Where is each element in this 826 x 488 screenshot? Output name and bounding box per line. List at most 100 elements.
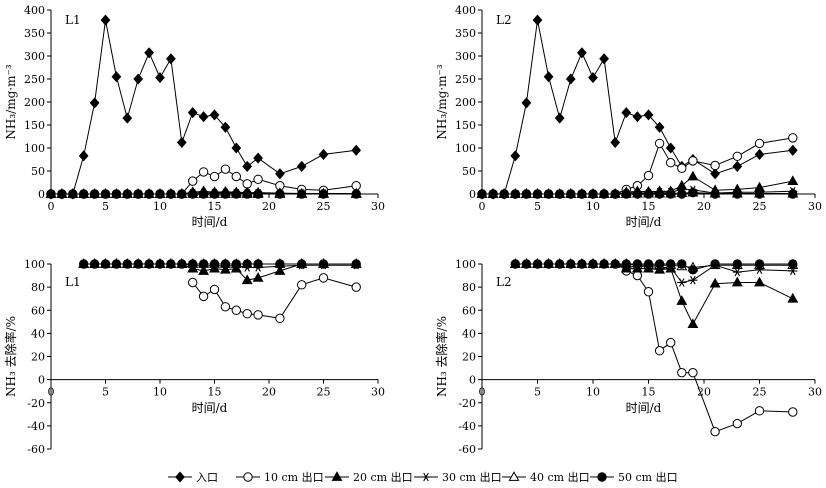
legend-item-cm20: 20 cm 出口 [325,470,413,484]
legend-item-cm30: 30 cm 出口 [414,470,502,484]
data-point [488,189,498,199]
x-tick-label: 20 [697,200,711,213]
data-point [677,259,687,269]
legend-label: 入口 [196,471,218,484]
y-axis-label: NH₃/mg·m⁻³ [4,64,18,139]
data-point [566,189,576,199]
data-point [198,189,209,199]
data-point [242,309,252,319]
data-point [788,407,798,417]
data-point [632,259,643,269]
data-point [754,189,765,199]
data-point [133,189,143,199]
data-point [89,259,100,269]
data-point [677,278,687,287]
y-tick-label: 60 [462,304,476,317]
data-point [588,72,598,84]
data-point [688,187,698,198]
data-point [275,189,285,199]
series-cm50 [46,189,361,199]
data-point [242,160,253,172]
data-point [188,189,198,199]
data-point [732,259,742,269]
data-point [687,170,699,181]
y-tick-label: 0 [38,188,45,201]
data-point [666,189,676,199]
data-point [231,259,242,269]
y-tick-label: 300 [455,50,476,63]
data-point [688,156,698,166]
data-point [241,274,253,285]
y-tick-label: 350 [455,27,476,40]
legend-marker [331,471,343,481]
data-point [89,97,100,109]
data-point [46,189,56,199]
data-point [788,259,798,269]
data-point [477,189,487,199]
x-tick-label: 30 [808,386,822,399]
data-point [166,189,176,199]
data-point [144,47,154,59]
legend-label: 40 cm 出口 [530,470,590,484]
x-tick-label: 25 [753,386,767,399]
data-point [543,189,554,199]
data-point [122,259,133,269]
chart-panel-2: 0 5 10 15 20 25 30050100150200250300350400时间/d… [435,4,822,229]
x-tick-label: 30 [371,200,385,213]
data-point [198,111,209,123]
data-point [253,174,263,184]
data-point [643,259,654,269]
y-tick-label: 150 [455,119,476,132]
y-tick-label: -20 [458,397,476,410]
series-line [515,263,794,326]
data-point [521,97,532,109]
data-point [710,160,720,171]
data-point [198,259,209,269]
x-tick-label: 5 [534,200,541,213]
series-cm30 [79,259,361,272]
data-point [100,259,111,269]
data-point [666,337,676,348]
data-point [219,263,231,274]
data-point [177,189,187,199]
x-tick-label: 25 [317,200,331,213]
data-point [643,287,654,297]
data-point [555,189,565,199]
data-point [610,136,621,149]
data-point [111,259,122,269]
x-tick-label: 0 [479,200,486,213]
data-point [732,160,743,172]
legend-marker [175,471,185,483]
y-tick-label: 400 [455,4,476,17]
series-line [51,20,357,195]
data-point [188,259,198,269]
data-point [654,121,665,133]
data-point [209,109,220,121]
data-point [565,73,576,85]
data-point [676,295,688,305]
data-point [111,71,122,83]
data-point [231,171,242,182]
data-point [510,189,520,199]
series-cm50 [79,259,361,269]
y-tick-label: 400 [24,4,45,17]
x-tick-label: 10 [586,386,600,399]
data-point [731,276,743,287]
data-point [209,189,220,199]
data-point [275,259,285,269]
series-cm10 [188,273,361,324]
data-point [732,418,742,429]
data-point [688,265,698,275]
y-tick-label: -40 [458,420,476,433]
x-tick-label: 10 [153,200,167,213]
data-point [599,259,609,269]
x-tick-label: 5 [102,386,109,399]
y-tick-label: 40 [31,327,45,340]
legend-label: 50 cm 出口 [618,470,678,484]
x-tick-label: 5 [534,386,541,399]
data-point [710,426,720,437]
chart-panel-4: 0 5 10 15 20 25 30-60-40-20020406080100时间/dNH₃… [434,258,822,456]
y-tick-label: -60 [27,443,45,456]
data-point [318,148,329,160]
data-point [677,163,687,173]
